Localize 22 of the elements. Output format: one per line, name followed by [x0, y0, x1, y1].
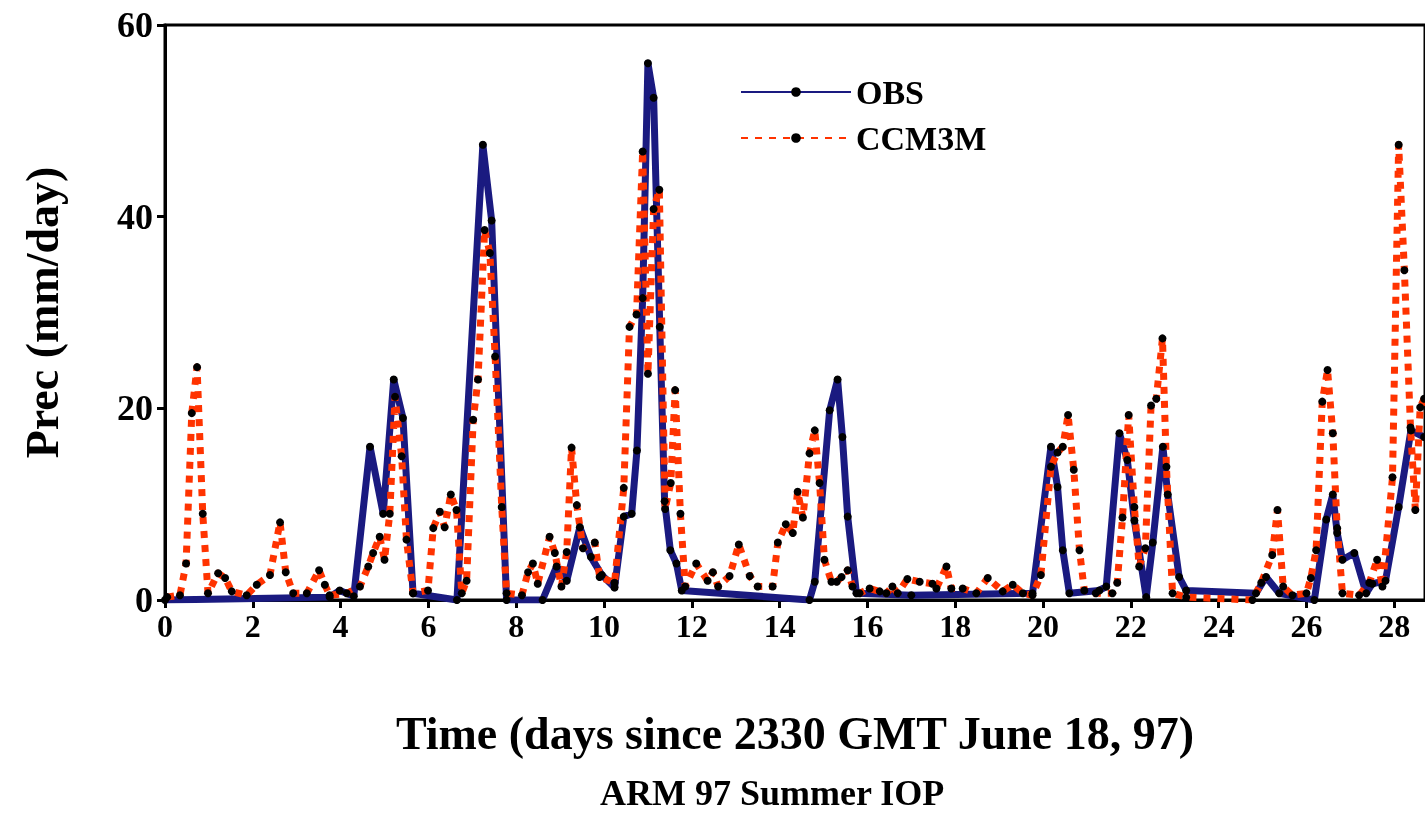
x-tick-label: 2 — [244, 608, 261, 644]
x-tick-label: 28 — [1378, 608, 1411, 644]
y-tick-label: 60 — [117, 5, 153, 45]
x-axis-title: Time (days since 2330 GMT June 18, 97) — [395, 707, 1195, 759]
x-tick-label: 8 — [508, 608, 525, 644]
x-tick-label: 6 — [420, 608, 437, 644]
y-tick-label: 40 — [117, 196, 153, 237]
x-tick-label: 12 — [675, 608, 708, 644]
x-tick-label: 20 — [1027, 608, 1060, 644]
x-tick-label: 10 — [588, 608, 621, 644]
y-axis-title: Prec (mm/day) — [16, 166, 68, 459]
x-tick-label: 24 — [1202, 608, 1235, 644]
x-tick-label: 26 — [1290, 608, 1323, 644]
legend-label: OBS — [856, 73, 925, 111]
x-tick-label: 18 — [939, 608, 972, 644]
x-tick-label: 16 — [851, 608, 884, 644]
y-tick-label: 20 — [117, 388, 153, 429]
x-tick-label: 14 — [763, 608, 796, 644]
x-tick-label: 22 — [1114, 608, 1147, 644]
x-tick-label: 4 — [332, 608, 349, 644]
legend-label: CCM3M — [856, 119, 987, 157]
text: ARM 97 Summer IOP — [600, 773, 945, 813]
